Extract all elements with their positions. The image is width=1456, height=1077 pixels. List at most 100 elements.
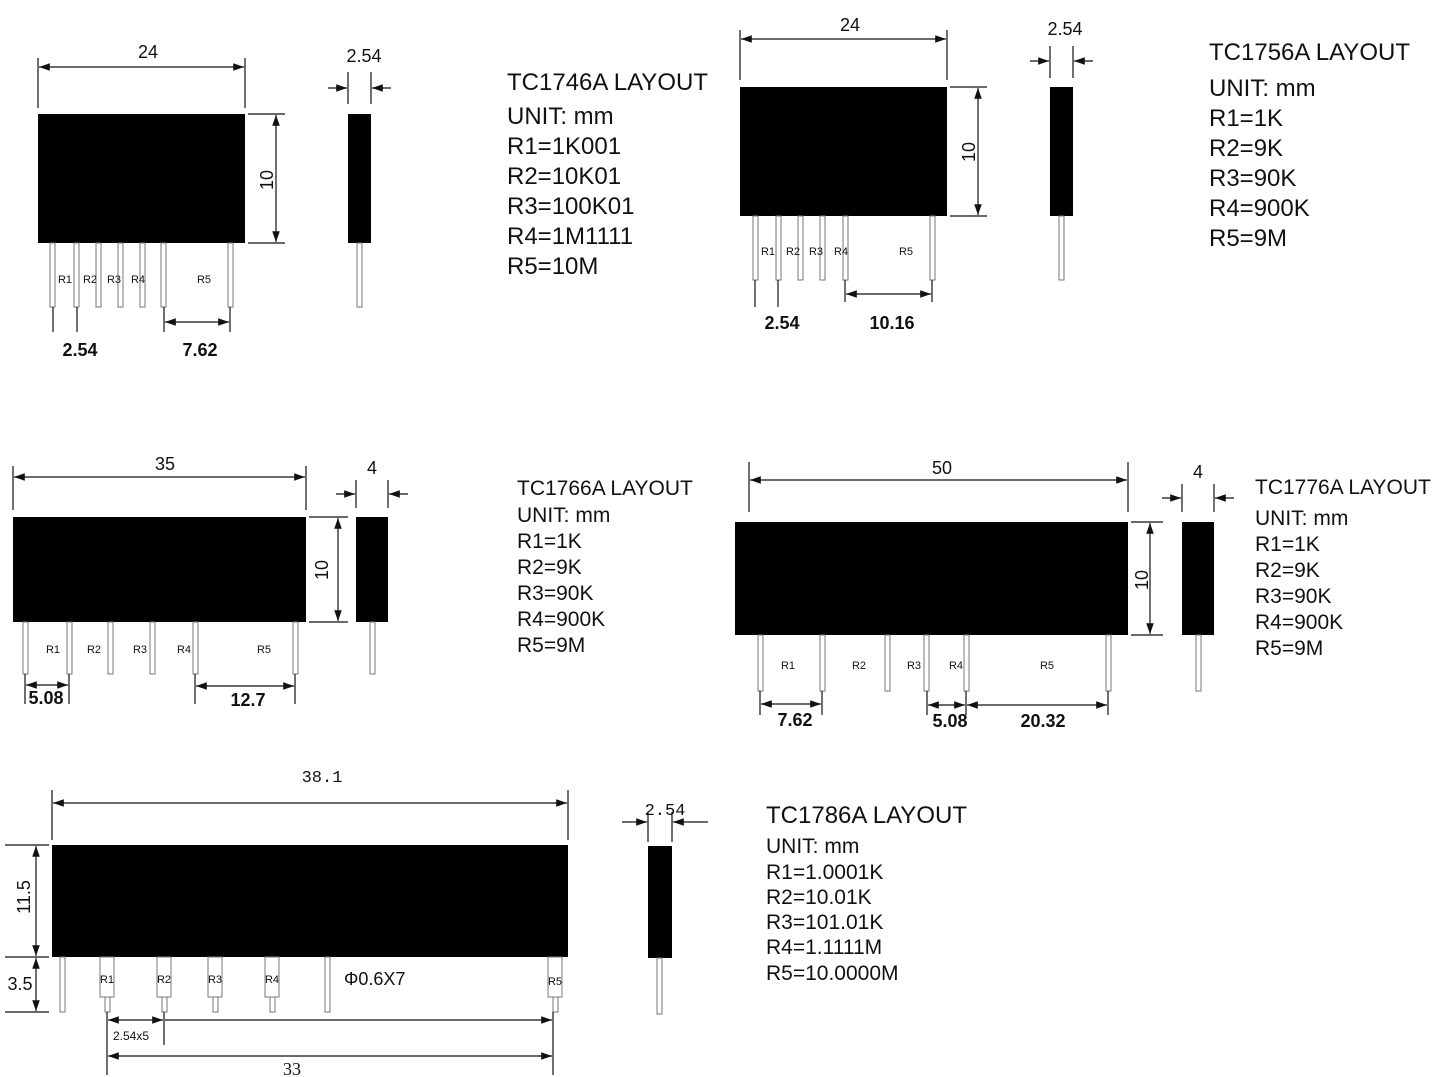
resistor-body <box>13 517 306 622</box>
dim-span: 33 <box>283 1059 301 1077</box>
layout-title: TC1746A LAYOUT <box>507 69 708 96</box>
dim-width: 50 <box>932 458 952 478</box>
pin-leads <box>757 634 1112 692</box>
resistor-body <box>735 522 1128 635</box>
dim-height: 10 <box>257 170 277 190</box>
spec-r1: R1=1K001 <box>507 133 621 160</box>
side-view-body <box>1050 87 1073 216</box>
pin-label-r1: R1 <box>100 974 114 986</box>
unit-label: UNIT: mm <box>517 504 610 527</box>
dim-thickness: 2.54 <box>1047 19 1082 39</box>
pin-label-r5: R5 <box>899 246 913 258</box>
spec-r4: R4=1.1111M <box>766 936 882 959</box>
spec-r2: R2=10K01 <box>507 163 621 190</box>
dim-thickness: 2.54 <box>645 802 686 821</box>
unit-label: UNIT: mm <box>1255 507 1348 530</box>
dim-thickness: 4 <box>1193 462 1203 482</box>
pin-label-r2: R2 <box>157 974 171 986</box>
dim-pitch: 2.54 <box>764 313 799 333</box>
spec-r4: R4=900K <box>517 608 605 631</box>
dim-pitch-2: 5.08 <box>932 711 967 731</box>
lead-diameter-note: Φ0.6X7 <box>344 969 405 989</box>
spec-r5: R5=10M <box>507 253 598 280</box>
pin-leads <box>22 621 299 675</box>
pin-label-r5: R5 <box>548 976 562 988</box>
side-view-body <box>356 517 388 622</box>
unit-label: UNIT: mm <box>507 103 614 130</box>
dim-span: 12.7 <box>230 690 265 710</box>
side-view-body <box>1182 522 1214 635</box>
pin-label-r4: R4 <box>834 246 848 258</box>
dim-pitch: 7.62 <box>777 710 812 730</box>
resistor-body <box>52 845 568 957</box>
dim-width: 38.1 <box>302 769 343 788</box>
layout-tc1746a: 24 10 R1 R2 R3 R4 R5 2.54 7.62 <box>37 42 708 360</box>
resistor-body <box>740 87 947 216</box>
dim-pitch: 5.08 <box>28 688 63 708</box>
spec-r5: R5=9M <box>1209 225 1287 252</box>
dim-lead-length: 3.5 <box>7 974 32 994</box>
pin-label-r4: R4 <box>265 974 279 986</box>
spec-r1: R1=1K <box>1209 105 1283 132</box>
layout-tc1776a: 50 10 R1 R2 R3 R4 R5 7.62 5.08 20.32 <box>735 458 1431 731</box>
spec-r3: R3=101.01K <box>766 911 883 934</box>
spec-r1: R1=1.0001K <box>766 861 883 884</box>
pin-label-r3: R3 <box>133 644 147 656</box>
unit-label: UNIT: mm <box>1209 75 1316 102</box>
dim-span: 7.62 <box>182 340 217 360</box>
pin-label-r5: R5 <box>1040 660 1054 672</box>
dim-pitch: 2.54 <box>62 340 97 360</box>
dim-height: 11.5 <box>14 880 34 914</box>
side-view-body <box>648 846 672 958</box>
layout-title: TC1786A LAYOUT <box>766 802 967 829</box>
spec-r2: R2=9K <box>517 556 582 579</box>
dim-height: 10 <box>1132 570 1152 590</box>
spec-r5: R5=9M <box>517 634 585 657</box>
pin-label-r3: R3 <box>208 974 222 986</box>
spec-r3: R3=90K <box>1209 165 1296 192</box>
pin-label-r2: R2 <box>83 274 97 286</box>
pin-label-r3: R3 <box>107 274 121 286</box>
dim-width: 24 <box>840 15 860 35</box>
pin-label-r3: R3 <box>809 246 823 258</box>
pin-label-r3: R3 <box>907 660 921 672</box>
layout-tc1756a: 24 10 R1 R2 R3 R4 R5 2.54 10.16 2 <box>739 15 1410 333</box>
unit-label: UNIT: mm <box>766 835 859 858</box>
spec-r5: R5=9M <box>1255 637 1323 660</box>
pin-label-r2: R2 <box>786 246 800 258</box>
pin-leads <box>59 956 563 1013</box>
spec-r3: R3=90K <box>517 582 593 605</box>
pin-label-r4: R4 <box>131 274 145 286</box>
spec-r5: R5=10.0000M <box>766 962 899 985</box>
pin-label-r2: R2 <box>852 660 866 672</box>
spec-r4: R4=900K <box>1255 611 1343 634</box>
spec-r4: R4=1M1111 <box>507 223 633 250</box>
spec-r2: R2=9K <box>1255 559 1320 582</box>
side-view-body <box>348 114 371 243</box>
pin-label-r1: R1 <box>58 274 72 286</box>
layout-title: TC1776A LAYOUT <box>1255 476 1431 499</box>
pin-label-r4: R4 <box>177 644 191 656</box>
dim-pitch: 2.54x5 <box>113 1029 149 1043</box>
dim-span: 10.16 <box>869 313 914 333</box>
spec-r2: R2=9K <box>1209 135 1283 162</box>
dim-thickness: 2.54 <box>346 46 381 66</box>
spec-r3: R3=90K <box>1255 585 1331 608</box>
pin-label-r1: R1 <box>761 246 775 258</box>
pin-label-r4: R4 <box>949 660 963 672</box>
dim-width: 24 <box>138 42 158 62</box>
dim-width: 35 <box>155 454 175 474</box>
pin-label-r1: R1 <box>46 644 60 656</box>
spec-r2: R2=10.01K <box>766 886 872 909</box>
pin-label-r5: R5 <box>257 644 271 656</box>
dim-height: 10 <box>312 560 332 580</box>
layout-title: TC1766A LAYOUT <box>517 477 693 500</box>
resistor-body <box>38 114 245 243</box>
spec-r1: R1=1K <box>517 530 582 553</box>
dim-span: 20.32 <box>1020 711 1065 731</box>
spec-r3: R3=100K01 <box>507 193 634 220</box>
spec-r1: R1=1K <box>1255 533 1320 556</box>
dim-height: 10 <box>959 142 979 162</box>
pin-label-r2: R2 <box>87 644 101 656</box>
